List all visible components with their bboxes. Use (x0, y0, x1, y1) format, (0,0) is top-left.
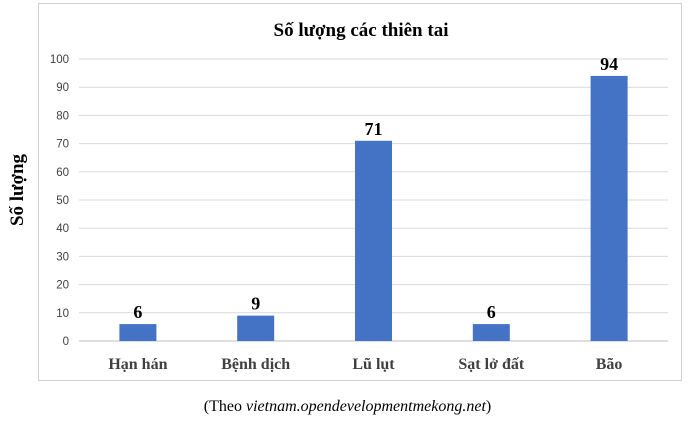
bar (590, 75, 628, 342)
bar (355, 140, 392, 341)
y-tick-label: 80 (56, 110, 69, 122)
y-tick-label: 0 (63, 336, 69, 348)
y-tick-label: 40 (56, 223, 69, 235)
source-prefix: (Theo (203, 398, 246, 415)
bar (119, 324, 157, 341)
y-tick-label: 30 (56, 251, 69, 263)
y-tick-label: 60 (56, 167, 69, 179)
source-note: (Theo vietnam.opendevelopmentmekong.net) (0, 397, 695, 417)
data-label: 9 (251, 294, 260, 314)
y-tick-label: 70 (56, 139, 69, 151)
category-label: Hạn hán (108, 356, 167, 373)
category-label: Lũ lụt (352, 356, 395, 373)
y-tick-labels: 0 10 20 30 40 50 60 70 80 90 100 (50, 54, 69, 348)
bar (237, 315, 275, 341)
category-label: Sạt lở đất (458, 356, 524, 373)
data-label: 6 (133, 302, 142, 322)
bar (472, 324, 510, 341)
data-labels: 6 9 71 6 94 (133, 54, 618, 322)
data-label: 6 (487, 302, 496, 322)
y-axis-title: Số lượng (7, 153, 28, 226)
category-label: Bão (596, 356, 623, 373)
chart-title: Số lượng các thiên tai (274, 20, 449, 41)
gridlines (79, 58, 668, 342)
category-label: Bệnh dịch (221, 356, 290, 373)
y-tick-label: 90 (56, 82, 69, 94)
y-tick-label: 50 (56, 195, 69, 207)
y-tick-label: 20 (56, 280, 69, 292)
category-labels: Hạn hán Bệnh dịch Lũ lụt Sạt lở đất Bão (108, 356, 622, 373)
y-tick-label: 100 (50, 54, 69, 66)
source-url: vietnam.opendevelopmentmekong.net (245, 398, 486, 415)
data-label: 71 (365, 119, 383, 139)
data-label: 94 (600, 54, 618, 74)
bars (119, 75, 628, 342)
y-tick-label: 10 (56, 308, 69, 320)
source-suffix: ) (485, 398, 492, 415)
